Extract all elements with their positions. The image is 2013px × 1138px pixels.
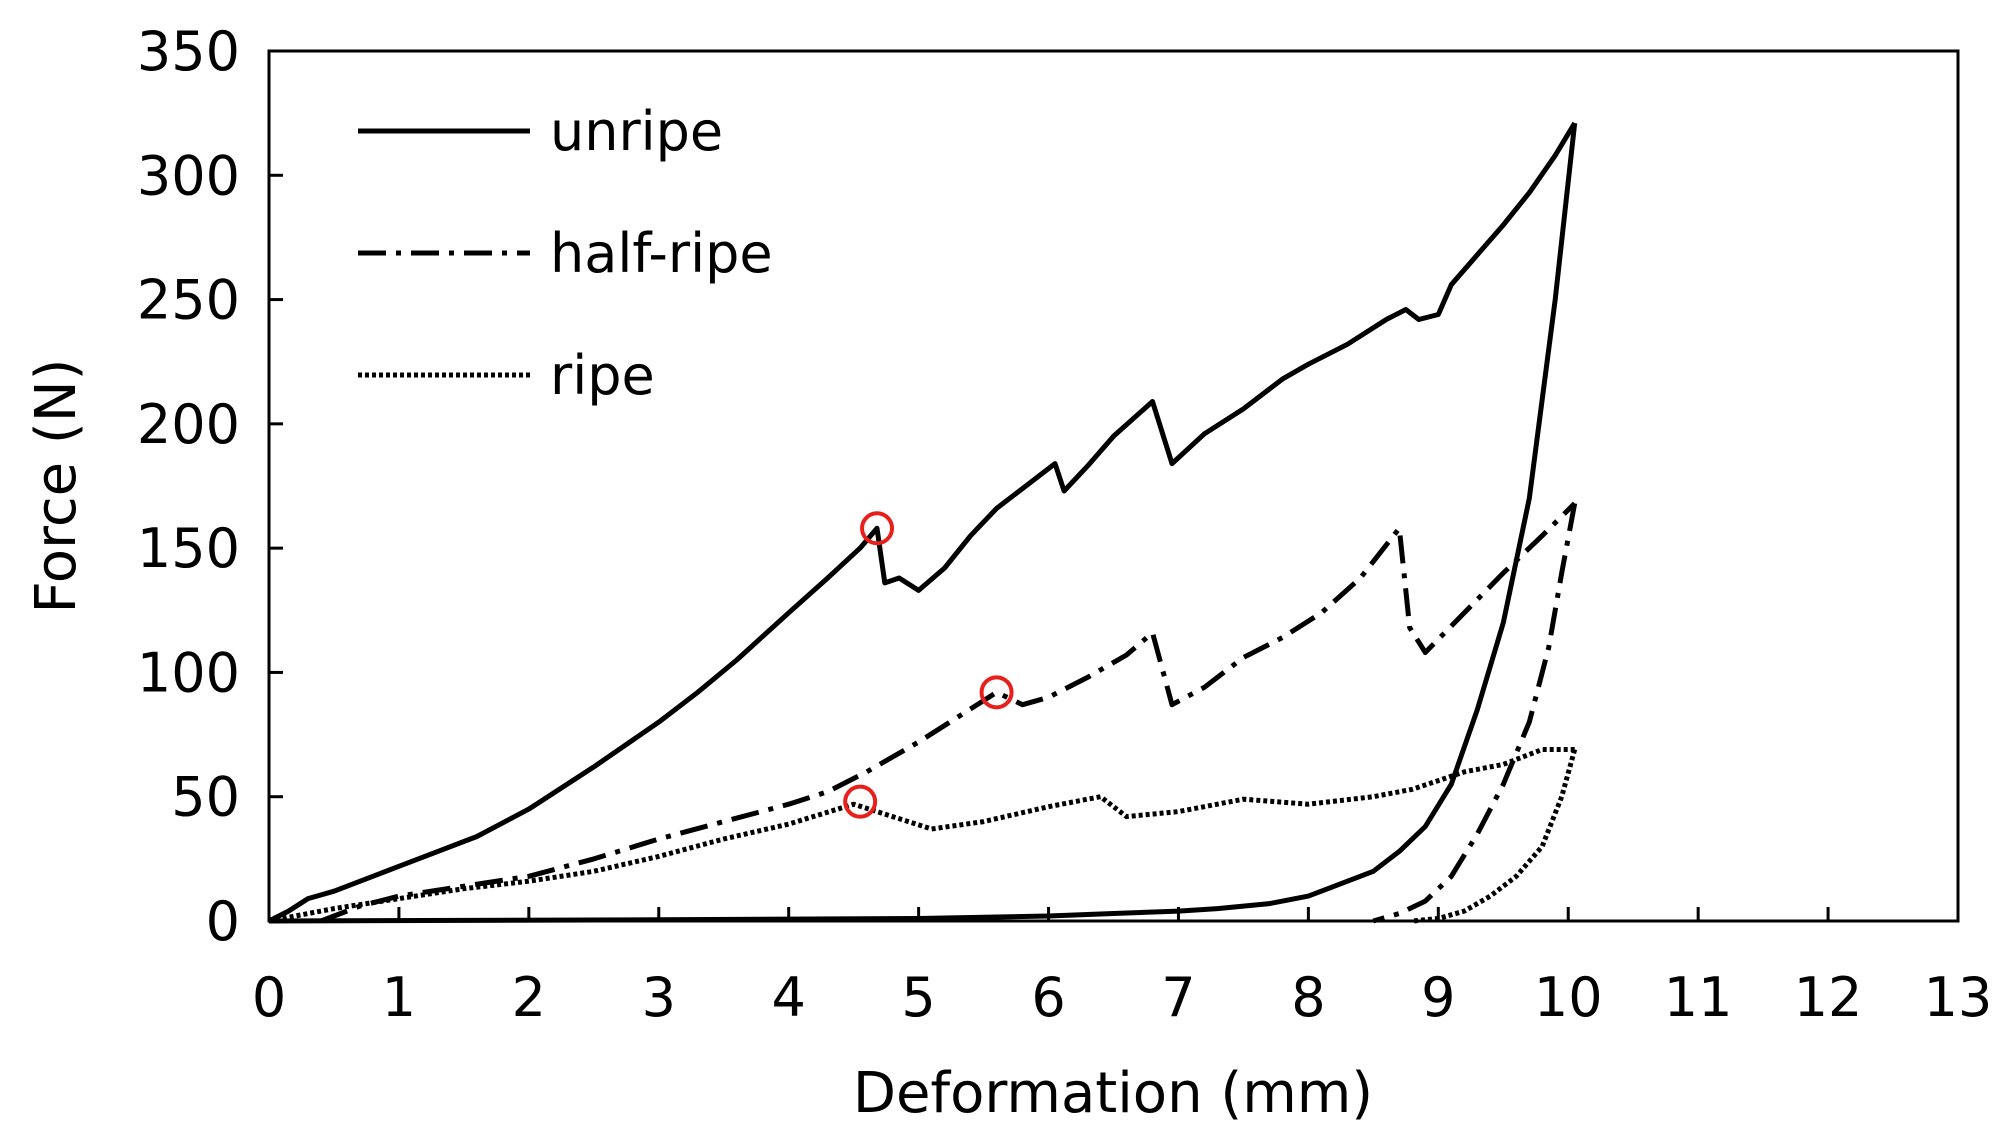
x-tick-label: 6 — [1031, 966, 1065, 1029]
y-tick-label: 0 — [206, 890, 240, 953]
x-tick-label: 5 — [901, 966, 935, 1029]
max-force-markers — [843, 511, 1014, 819]
x-tick-label: 0 — [252, 966, 286, 1029]
legend-label-ripe: ripe — [550, 344, 655, 407]
y-tick-label: 100 — [137, 641, 240, 704]
x-tick-label: 1 — [382, 966, 416, 1029]
x-tick-label: 11 — [1664, 966, 1733, 1029]
y-tick-label: 150 — [137, 517, 240, 580]
series-unripe-loading-curve — [267, 121, 1577, 924]
x-tick-label: 8 — [1291, 966, 1325, 1029]
x-tick-label: 7 — [1161, 966, 1195, 1029]
x-tick-label: 4 — [772, 966, 806, 1029]
legend-label-half-ripe: half-ripe — [550, 222, 773, 285]
series-half-ripe-unloading-curve — [1372, 502, 1578, 924]
x-tick-label: 3 — [642, 966, 676, 1029]
max-force-marker-unripe — [860, 511, 895, 546]
x-tick-label: 9 — [1421, 966, 1455, 1029]
max-force-marker-ripe — [843, 784, 878, 819]
y-axis-label: Force (N) — [24, 359, 89, 614]
series-ripe-unloading-curve — [1412, 748, 1578, 924]
legend: unripe half-ripe ripe — [358, 100, 773, 407]
y-axis-ticks: 0 50 100 150 200 250 300 350 — [137, 20, 283, 953]
series-ripe-loading-curve — [268, 747, 1575, 924]
y-tick-label: 350 — [137, 20, 240, 83]
x-tick-label: 12 — [1794, 966, 1863, 1029]
y-tick-label: 200 — [137, 393, 240, 456]
x-tick-label: 10 — [1534, 966, 1603, 1029]
x-axis-ticks: 0 1 2 3 4 5 6 7 8 9 10 11 12 13 — [252, 907, 1993, 1029]
x-tick-label: 2 — [512, 966, 546, 1029]
series-layer — [267, 121, 1578, 924]
series-half-ripe-loading-curve — [320, 501, 1577, 924]
legend-label-unripe: unripe — [550, 100, 723, 163]
y-tick-label: 300 — [137, 144, 240, 207]
x-tick-label: 13 — [1924, 966, 1993, 1029]
y-tick-label: 250 — [137, 269, 240, 332]
x-axis-label: Deformation (mm) — [853, 1061, 1373, 1126]
y-tick-label: 50 — [171, 766, 240, 829]
series-unripe-unloading-curve — [268, 122, 1578, 924]
plot-frame — [267, 49, 1960, 923]
max-force-marker-half-ripe — [979, 675, 1014, 710]
